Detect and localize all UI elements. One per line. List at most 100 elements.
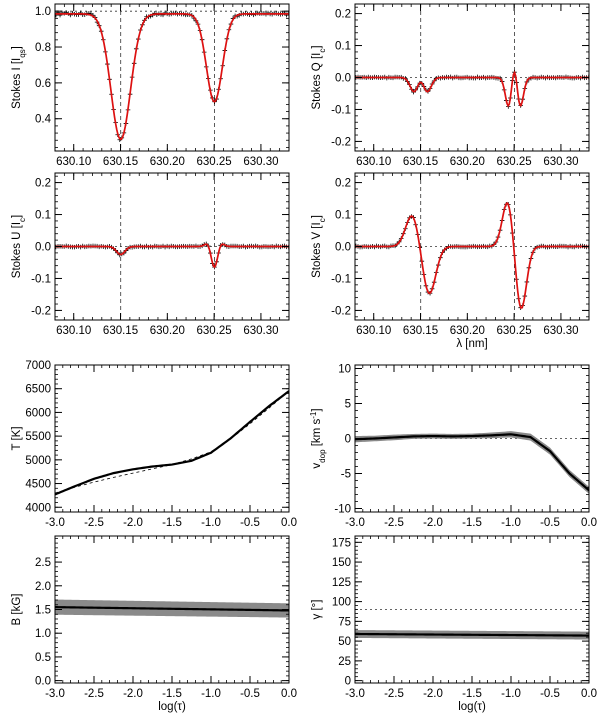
panel-stokes-u: 630.10 630.15 630.20 630.25 630.30 -0.2 -0.1 0.…: [11, 172, 290, 337]
y-axis-label-superscript: -1: [309, 411, 318, 419]
x-tick-label: -1.0: [201, 517, 221, 529]
x-tick-label: -2.5: [84, 517, 104, 529]
x-tick-label: 630.30: [543, 325, 578, 337]
uncertainty-band-velocity: [355, 431, 589, 494]
x-tick-label: -0.5: [240, 517, 260, 529]
y-tick-label: 0.1: [35, 210, 51, 222]
y-tick-label: 50: [338, 636, 351, 648]
x-tick-label: -2.0: [123, 688, 143, 700]
y-tick-label: 4000: [25, 502, 51, 514]
y-tick-label: 0: [345, 434, 351, 446]
panel-stokes-v: 630.10 630.15 630.20 630.25 630.30 -0.2 -0.1 0.…: [311, 172, 590, 350]
y-tick-label: 2.0: [35, 581, 51, 593]
y-tick-label: 0.2: [335, 9, 351, 21]
plot-area-stokes-u: [55, 173, 289, 320]
y-tick-label: -10: [334, 504, 351, 516]
y-tick-label: -0.1: [331, 104, 351, 116]
x-tick-label: -1.5: [162, 688, 182, 700]
y-axis-label: Stokes Q [Ic]: [311, 45, 327, 109]
y-axis-label-end: [km s: [311, 419, 323, 450]
y-axis-label: B [kG]: [11, 594, 23, 626]
x-tick-label: 630.10: [56, 325, 91, 337]
y-tick-label: -5: [341, 469, 351, 481]
y-tick-label: 1.0: [35, 628, 51, 640]
x-tick-label: 630.25: [497, 156, 532, 168]
y-tick-label: 0.0: [335, 242, 351, 254]
y-tick-label: 2.5: [35, 557, 51, 569]
y-axis-label-text: B [kG]: [11, 594, 23, 626]
y-axis-label-subscript: qs: [18, 49, 27, 57]
series-line-B: [55, 606, 289, 612]
x-tick-label: 630.10: [56, 156, 91, 168]
y-tick-label: 0.8: [35, 42, 51, 54]
plot-area-temperature: [55, 390, 289, 496]
x-tick-label: -0.5: [540, 688, 560, 700]
y-tick-label: 175: [332, 537, 351, 549]
y-tick-label: 0.2: [335, 178, 351, 190]
axes-frame: [54, 3, 290, 152]
x-tick-label: -1.0: [501, 517, 521, 529]
y-tick-label: 5500: [25, 431, 51, 443]
y-axis-label-end: ]: [11, 215, 23, 218]
x-tick-label: -1.5: [162, 517, 182, 529]
y-tick-label: -0.1: [331, 273, 351, 285]
y-axis-label-end: ]: [311, 215, 323, 218]
x-tick-label: 630.10: [356, 156, 391, 168]
panel-field-strength: -3.0 -2.5 -2.0 -1.5 -1.0 -0.5 0.0 0.0 0.5 1.0 1.5 2…: [11, 535, 297, 713]
series-line-reference: [55, 390, 289, 494]
y-tick-label: -0.2: [331, 136, 351, 148]
y-axis-label-subscript: c: [318, 49, 327, 53]
y-tick-label: 5: [345, 399, 351, 411]
series-line-inferred: [55, 390, 289, 496]
y-axis-label-subscript: c: [18, 218, 27, 222]
y-tick-label: 10: [338, 364, 351, 376]
fitted-profile-stokes-i: [55, 13, 289, 141]
y-axis-label: Stokes V [Ic]: [311, 215, 327, 278]
y-axis-label: vdop [km s-1]: [309, 408, 327, 468]
y-axis-label-close: ]: [311, 408, 323, 411]
y-axis-label-text: Stokes I [I: [11, 58, 23, 109]
x-tick-label: 630.30: [243, 156, 278, 168]
x-tick-label: 630.20: [150, 156, 185, 168]
y-tick-label: 0: [345, 676, 351, 688]
x-tick-label: 630.25: [197, 156, 232, 168]
plot-area-stokes-q: [355, 4, 589, 151]
x-tick-label: 0.0: [581, 688, 597, 700]
x-tick-label: 630.25: [197, 325, 232, 337]
y-axis-label-text: Stokes U [I: [11, 222, 23, 278]
plot-area-field-strength: [55, 599, 289, 618]
y-tick-label: 150: [332, 557, 351, 569]
x-tick-label: -2.0: [123, 517, 143, 529]
x-tick-label: -3.0: [45, 688, 65, 700]
y-tick-label: 0.1: [335, 210, 351, 222]
y-tick-label: -0.1: [31, 273, 51, 285]
x-tick-label: 630.15: [403, 325, 438, 337]
y-tick-label: -0.2: [31, 305, 51, 317]
y-axis-label: γ [°]: [311, 600, 323, 620]
panel-stokes-q: 630.10 630.15 630.20 630.25 630.30 -0.2 -0.1 0.…: [311, 3, 590, 168]
y-tick-label: -0.2: [331, 305, 351, 317]
y-tick-label: 0.1: [335, 41, 351, 53]
x-tick-label: 630.30: [543, 156, 578, 168]
x-tick-label: 0.0: [281, 688, 297, 700]
observed-profile-stokes-q: [355, 69, 589, 109]
y-axis-label: Stokes U [Ic]: [11, 215, 27, 278]
plot-area-inclination: [355, 609, 589, 640]
y-axis-label-subscript: c: [318, 218, 327, 222]
y-tick-label: 0.0: [35, 676, 51, 688]
x-tick-label: -1.5: [462, 688, 482, 700]
x-tick-label: -3.0: [45, 517, 65, 529]
panel-stokes-i: 630.10 630.15 630.20 630.25 630.30 0.4 0.6 0.8 1…: [11, 3, 290, 168]
y-tick-label: 0.2: [35, 178, 51, 190]
y-tick-label: 0.6: [35, 78, 51, 90]
panel-inclination: -3.0 -2.5 -2.0 -1.5 -1.0 -0.5 0.0 0 25 50 75 100 125…: [311, 535, 597, 713]
x-tick-label: 630.15: [103, 325, 138, 337]
x-tick-label: 630.20: [150, 325, 185, 337]
x-tick-label: 630.30: [243, 325, 278, 337]
x-tick-label: -0.5: [240, 688, 260, 700]
x-tick-label: 630.15: [403, 156, 438, 168]
y-axis-label: T [K]: [11, 426, 23, 450]
y-axis-label-text: Stokes V [I: [311, 222, 323, 278]
x-tick-label: -1.5: [462, 517, 482, 529]
